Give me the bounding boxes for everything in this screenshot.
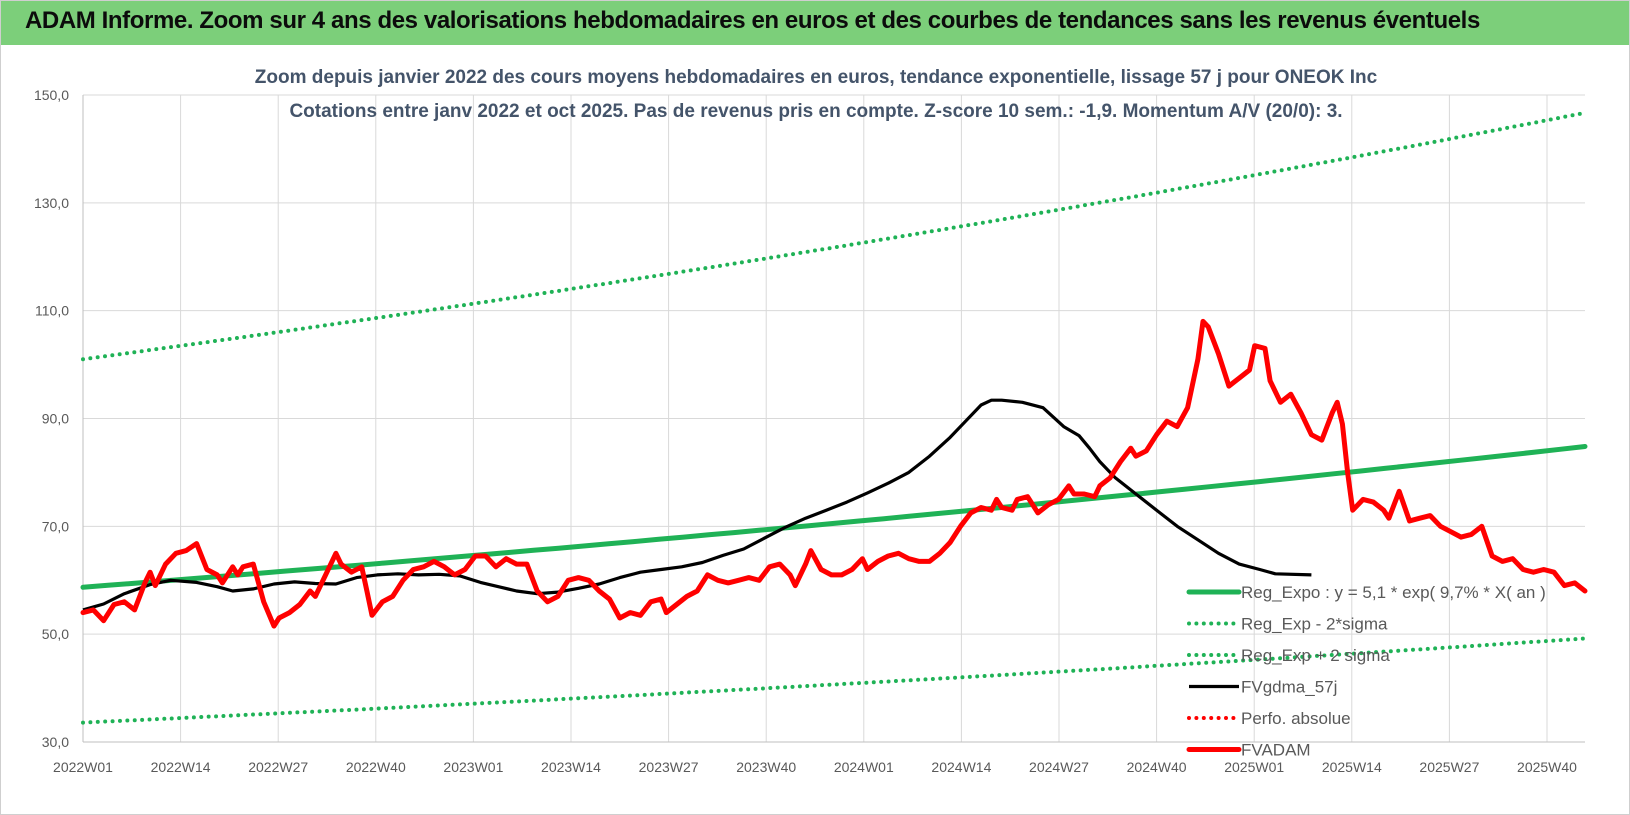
reg-expo-line <box>80 444 1588 590</box>
x-tick-label: 2023W40 <box>736 759 796 775</box>
x-tick-label: 2025W01 <box>1224 759 1284 775</box>
x-tick-label: 2022W14 <box>151 759 211 775</box>
y-tick-label: 70,0 <box>42 518 69 534</box>
legend-perfo-absolue-label: Perfo. absolue <box>1241 709 1351 728</box>
x-tick-label: 2022W27 <box>248 759 308 775</box>
series-lines <box>80 110 1588 725</box>
x-tick-label: 2022W01 <box>53 759 113 775</box>
legend-fvgdma-label: FVgdma_57j <box>1241 678 1337 697</box>
x-tick-label: 2024W27 <box>1029 759 1089 775</box>
legend-fvadam-label: FVADAM <box>1241 741 1311 760</box>
axes: 30,0 50,0 70,0 90,0 110,0 130,0 150,0 2022W01 20… <box>34 87 1585 775</box>
grid-lines <box>82 94 1585 743</box>
x-tick-label: 2025W27 <box>1419 759 1479 775</box>
chart-legend: Reg_Expo : y = 5,1 * exp( 9,7% * X( an )… <box>1186 583 1546 760</box>
x-tick-label: 2024W01 <box>834 759 894 775</box>
chart-title-line-1: Zoom depuis janvier 2022 des cours moyen… <box>254 67 1378 88</box>
reg-exp-minus-2sigma-line <box>81 636 1587 725</box>
chart-title-line-2: Cotations entre janv 2022 et oct 2025. P… <box>289 101 1343 122</box>
x-tick-label: 2023W14 <box>541 759 601 775</box>
x-tick-label: 2023W01 <box>443 759 503 775</box>
y-tick-label: 110,0 <box>35 303 69 319</box>
legend-reg-expo-label: Reg_Expo : y = 5,1 * exp( 9,7% * X( an ) <box>1241 583 1546 602</box>
y-tick-label: 90,0 <box>42 411 69 427</box>
legend-reg-exp-minus-label: Reg_Exp - 2*sigma <box>1241 615 1388 634</box>
report-banner: ADAM Informe. Zoom sur 4 ans des valoris… <box>1 1 1629 45</box>
fvadam-line <box>80 318 1588 629</box>
x-tick-label: 2024W40 <box>1127 759 1187 775</box>
y-tick-label: 130,0 <box>34 195 69 211</box>
x-tick-label: 2025W40 <box>1517 759 1577 775</box>
x-tick-label: 2024W14 <box>931 759 991 775</box>
line-chart: 30,0 50,0 70,0 90,0 110,0 130,0 150,0 2022W01 20… <box>34 87 1588 775</box>
fvgdma-57j-line <box>82 398 1312 612</box>
y-tick-label: 50,0 <box>42 626 69 642</box>
legend-reg-exp-plus-label: Reg_Exp + 2 sigma <box>1241 646 1390 665</box>
y-tick-label: 30,0 <box>42 734 69 750</box>
report-title: ADAM Informe. Zoom sur 4 ans des valoris… <box>25 7 1480 34</box>
reg-exp-plus-2sigma-line <box>81 110 1587 362</box>
x-tick-label: 2022W40 <box>346 759 406 775</box>
x-tick-label: 2025W14 <box>1322 759 1382 775</box>
x-tick-label: 2023W27 <box>639 759 699 775</box>
y-tick-label: 150,0 <box>34 87 69 103</box>
